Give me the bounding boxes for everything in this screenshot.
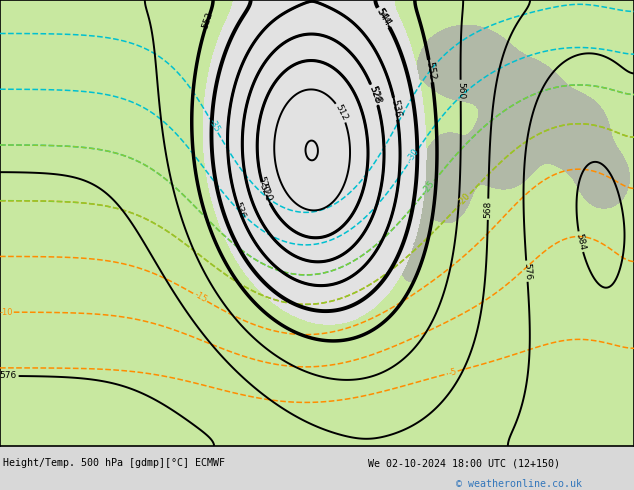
Text: 544: 544 [375, 7, 392, 28]
Text: -35: -35 [207, 118, 221, 134]
Text: 544: 544 [375, 7, 391, 26]
Text: Height/Temp. 500 hPa [gdmp][°C] ECMWF: Height/Temp. 500 hPa [gdmp][°C] ECMWF [3, 458, 225, 468]
Text: 584: 584 [574, 232, 587, 251]
Text: 576: 576 [522, 262, 532, 280]
Text: 536: 536 [232, 200, 247, 220]
Text: -10: -10 [0, 308, 13, 317]
Text: We 02-10-2024 18:00 UTC (12+150): We 02-10-2024 18:00 UTC (12+150) [368, 458, 560, 468]
Text: 576: 576 [0, 371, 16, 381]
Text: -5: -5 [448, 367, 458, 378]
Text: 560: 560 [456, 82, 465, 99]
Text: 528: 528 [367, 84, 382, 105]
Text: -20: -20 [457, 191, 472, 207]
Text: © weatheronline.co.uk: © weatheronline.co.uk [456, 479, 583, 489]
Text: 552: 552 [424, 61, 437, 81]
Text: -20: -20 [457, 191, 472, 207]
Text: -15: -15 [192, 290, 209, 305]
Text: -25: -25 [422, 179, 437, 195]
Text: -30: -30 [406, 147, 422, 164]
Text: 552: 552 [201, 11, 215, 30]
Text: 512: 512 [333, 103, 349, 122]
Text: 520: 520 [256, 175, 269, 195]
Text: -25: -25 [422, 179, 437, 195]
Text: 536: 536 [389, 98, 403, 119]
Text: 528: 528 [368, 85, 382, 104]
Text: 568: 568 [483, 200, 493, 218]
Text: 520: 520 [257, 182, 274, 203]
